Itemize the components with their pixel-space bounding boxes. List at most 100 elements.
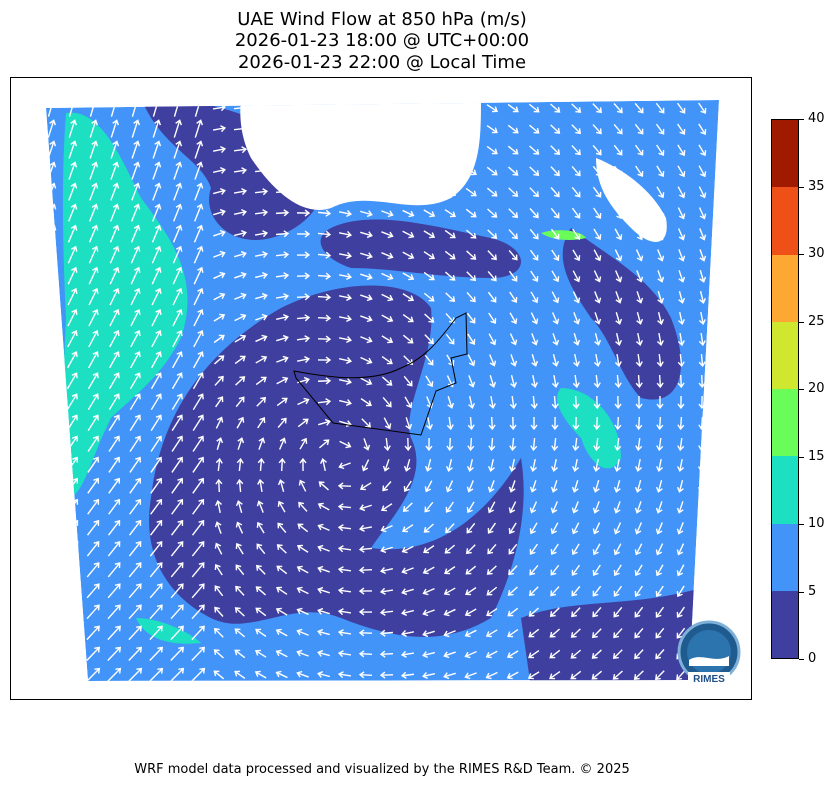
colorbar-tick — [799, 456, 804, 458]
wind-arrow — [192, 414, 204, 431]
wind-arrow — [634, 606, 644, 618]
wind-arrow — [87, 414, 99, 431]
wind-arrow — [214, 563, 223, 576]
wind-arrow — [337, 545, 352, 553]
wind-arrow — [150, 477, 163, 494]
wind-arrow — [614, 186, 623, 198]
wind-arrow — [255, 376, 267, 386]
wind-arrow — [46, 287, 57, 306]
wind-arrow — [151, 245, 162, 264]
wind-arrow — [318, 439, 330, 449]
wind-arrow — [110, 182, 120, 201]
wind-arrow — [192, 393, 204, 411]
wind-arrow — [464, 608, 477, 617]
wind-arrow — [635, 249, 644, 262]
wind-arrow — [360, 147, 373, 155]
wind-arrow — [677, 437, 685, 452]
wind-arrow — [296, 335, 311, 343]
wind-arrow — [488, 333, 497, 346]
wind-arrow — [486, 608, 498, 617]
wind-arrow — [487, 250, 497, 261]
wind-arrow — [424, 480, 433, 493]
wind-arrow — [337, 671, 352, 679]
wind-arrow — [46, 625, 58, 641]
wind-arrow — [131, 161, 141, 180]
wind-arrow — [634, 585, 643, 597]
wind-arrow — [423, 125, 436, 134]
wind-arrow — [109, 266, 120, 285]
wind-arrow — [235, 564, 245, 576]
wind-arrow — [317, 167, 332, 175]
wind-arrow — [215, 396, 224, 408]
wind-arrow — [254, 251, 269, 259]
wind-arrow — [592, 186, 602, 198]
wind-arrow — [423, 209, 436, 218]
wind-arrow — [68, 140, 78, 159]
wind-arrow — [296, 125, 311, 133]
wind-arrow — [508, 166, 519, 176]
wind-arrow — [591, 649, 602, 659]
wind-arrow — [234, 292, 247, 300]
wind-arrow — [487, 270, 497, 282]
wind-arrow — [613, 606, 623, 618]
wind-arrow — [46, 541, 58, 557]
wind-arrow — [403, 480, 412, 493]
wind-arrow — [464, 672, 477, 680]
wind-arrow — [46, 351, 57, 369]
wind-arrow — [318, 418, 331, 426]
wind-arrow — [173, 182, 183, 201]
wind-arrow — [381, 231, 394, 239]
wind-arrow — [635, 186, 644, 199]
wind-arrow — [214, 355, 225, 365]
wind-arrow — [402, 230, 415, 239]
wind-arrow — [296, 314, 311, 322]
wind-arrow — [550, 564, 560, 576]
wind-arrow — [402, 334, 414, 344]
wind-arrow — [528, 124, 540, 134]
wind-arrow — [234, 628, 246, 638]
wind-arrow — [401, 545, 414, 554]
wind-arrow — [88, 287, 99, 306]
wind-arrow — [613, 165, 623, 177]
wind-arrow — [571, 564, 581, 576]
wind-arrow — [445, 271, 456, 281]
wind-arrow — [422, 587, 435, 596]
wind-arrow — [676, 501, 684, 514]
wind-arrow — [444, 544, 456, 554]
wind-arrow — [296, 104, 311, 112]
wind-arrow — [107, 562, 121, 578]
wind-arrow — [403, 375, 413, 387]
wind-arrow — [444, 104, 457, 113]
wind-arrow — [594, 312, 602, 325]
wind-arrow — [508, 543, 518, 555]
wind-arrow — [635, 458, 643, 473]
wind-arrow — [360, 168, 373, 176]
wind-arrow — [296, 670, 309, 678]
wind-arrow — [337, 650, 352, 658]
wind-arrow — [592, 165, 602, 177]
wind-arrow — [677, 144, 686, 157]
wind-arrow — [215, 457, 223, 472]
wind-arrow — [465, 167, 477, 176]
wind-arrow — [129, 393, 141, 411]
wind-arrow — [698, 207, 707, 220]
wind-arrow — [107, 604, 121, 620]
wind-arrow — [317, 565, 330, 573]
wind-arrow — [507, 586, 518, 596]
wind-arrow — [444, 188, 457, 197]
wind-arrow — [317, 607, 330, 615]
wind-arrow — [402, 313, 414, 323]
wind-arrow — [509, 312, 518, 325]
wind-arrow — [468, 395, 476, 409]
wind-arrow — [193, 351, 204, 369]
colorbar-segment — [772, 389, 798, 457]
wind-arrow — [68, 119, 78, 138]
wind-arrow — [296, 230, 311, 238]
wind-arrow — [358, 545, 373, 553]
wind-arrow — [108, 477, 121, 494]
wind-arrow — [634, 144, 644, 156]
wind-arrow — [360, 231, 373, 239]
wind-arrow — [67, 330, 78, 348]
wind-arrow — [382, 481, 392, 492]
wind-arrow — [358, 629, 373, 637]
